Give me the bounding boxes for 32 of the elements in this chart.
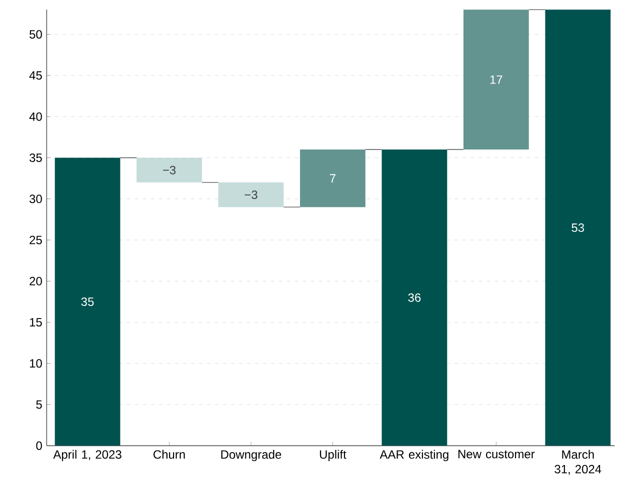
y-tick-label: 15 [30,318,42,326]
y-tick-label: 10 [30,359,42,368]
y-tick-label: 40 [29,112,42,121]
y-tick-label: 5 [36,400,42,409]
bar [382,150,448,446]
y-tick-label: 30 [30,194,42,204]
data-label: −3 [244,190,258,200]
y-tick-label: 20 [30,276,42,286]
data-label: −3 [163,166,176,174]
data-label: 36 [408,293,421,302]
x-tick-label: Uplift [320,450,346,462]
y-tick-label: 50 [30,30,42,39]
bar [54,158,120,446]
x-tick-label: AAR existing [380,450,448,462]
data-label: 7 [330,174,336,182]
bar [136,158,202,182]
x-tick-label: Churn [154,450,185,459]
y-tick-label: 25 [30,236,42,244]
x-tick-label: March 31, 2024 [554,450,602,475]
data-label: 35 [81,297,94,306]
y-tick-label: 35 [30,153,42,162]
data-label: 53 [572,223,584,232]
y-tick-label: 0 [36,441,42,450]
x-tick-label: Downgrade [221,450,282,462]
x-tick-label: April 1, 2023 [53,450,122,462]
y-tick-label: 45 [29,71,42,80]
bar [463,10,529,150]
bar [300,150,366,208]
x-tick-label: New customer [458,450,535,458]
bar [545,10,611,446]
data-label: 17 [490,75,502,84]
bar [218,182,284,208]
